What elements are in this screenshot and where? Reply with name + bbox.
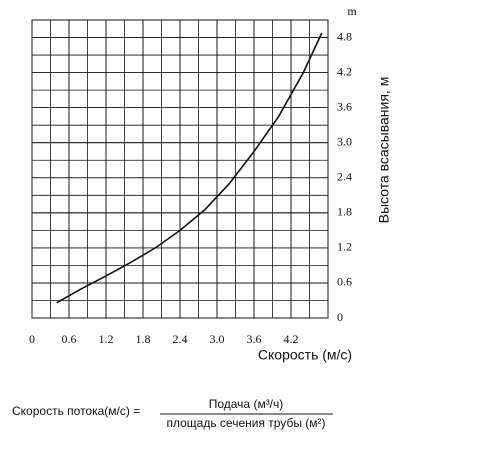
y-tick-label: 4.2	[337, 64, 352, 78]
x-tick-label: 0	[29, 332, 35, 346]
data-line	[56, 32, 323, 304]
x-tick-label: 0.6	[62, 332, 77, 346]
y-tick-label: 3.0	[337, 134, 352, 148]
y-tick-label: 0.6	[337, 275, 352, 289]
unit-label: m	[347, 4, 357, 18]
x-tick-label: 3.0	[210, 332, 225, 346]
x-tick-label: 2.4	[173, 332, 188, 346]
formula-denominator: площадь сечения трубы (м²)	[166, 416, 325, 430]
y-tick-label: 0	[337, 310, 343, 324]
y-tick-label: 2.4	[337, 170, 352, 184]
x-tick-label: 4.2	[284, 332, 299, 346]
formula-lhs: Скорость потока(м/с) =	[12, 404, 140, 418]
y-axis-title: Высота всасывания, м	[376, 77, 392, 224]
x-tick-label: 1.8	[136, 332, 151, 346]
x-tick-label: 1.2	[99, 332, 114, 346]
y-tick-label: 4.8	[337, 29, 352, 43]
formula-numerator: Подача (м³/ч)	[209, 397, 284, 411]
y-tick-label: 1.2	[337, 240, 352, 254]
y-tick-label: 3.6	[337, 99, 352, 113]
y-tick-label: 1.8	[337, 205, 352, 219]
x-tick-label: 3.6	[247, 332, 262, 346]
x-axis-title: Скорость (м/с)	[258, 347, 352, 363]
